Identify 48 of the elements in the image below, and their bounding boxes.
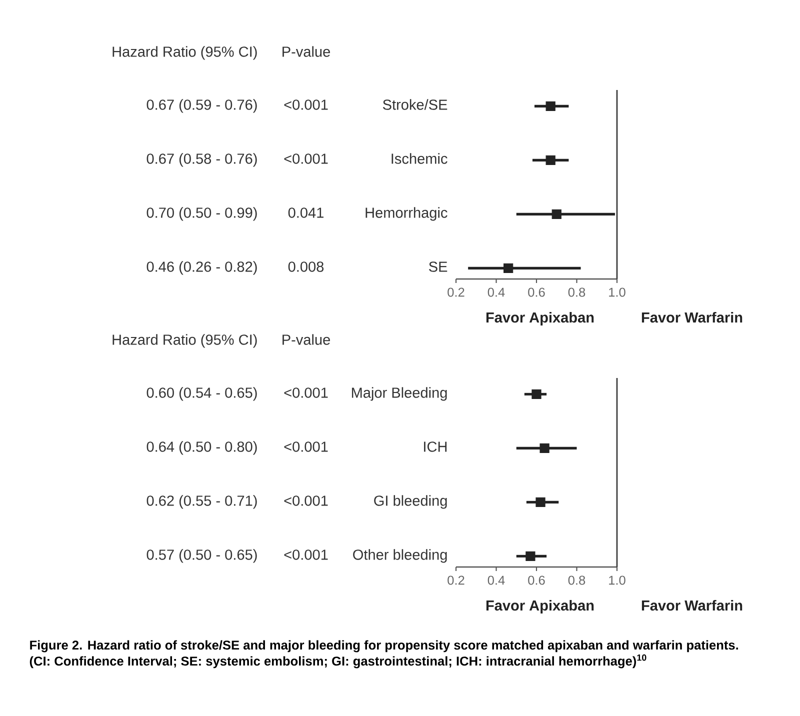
x-tick-label: 1.0	[609, 576, 626, 585]
text: Favor Apixaban	[486, 600, 594, 614]
text: Favor Apixaban	[486, 312, 594, 326]
y-tick-label: Stroke/SE	[382, 99, 448, 110]
y-tick-label: Ischemic	[392, 153, 448, 164]
x-tick-label: 0.2	[448, 576, 464, 585]
x-tick-label: 0.4	[488, 576, 505, 585]
y-tick-label: Hemorrhagic	[366, 207, 448, 221]
x-tick-label: 0.6	[528, 576, 545, 585]
text: <0.001	[284, 496, 328, 506]
text: (CI: Confidence Interval; SE: systemic embolism; GI: gastrointestinal; ICH: intracranial hemorrhage)$^{10}$	[30, 654, 646, 668]
caption: Figure 2. Hazard ratio of stroke/SE and major bleeding for propensity score matched apixaban and warfarin patients.	[30, 640, 738, 652]
point	[536, 497, 546, 507]
point	[532, 389, 542, 399]
data-label: 0.67 (0.59 - 0.76)	[146, 99, 257, 113]
x-tick-label: 0.8	[568, 288, 586, 297]
text: Favor Warfarin	[642, 600, 742, 611]
text: Hazard Ratio (95% CI)	[112, 334, 257, 348]
text: <0.001	[284, 154, 328, 164]
data-label: 0.64 (0.50 - 0.80)	[146, 441, 257, 455]
text: Hazard Ratio (95% CI)	[112, 46, 257, 60]
data-label: 0.67 (0.58 - 0.76)	[146, 153, 257, 167]
text: <0.001	[284, 100, 328, 110]
point	[526, 551, 536, 561]
data-label: 0.57 (0.50 - 0.65)	[146, 549, 257, 563]
x-tick-label: 0.6	[528, 288, 545, 297]
text: 0.041	[288, 208, 324, 218]
y-tick-label: Major Bleeding	[352, 387, 447, 401]
data-label: 0.60 (0.54 - 0.65)	[146, 387, 257, 401]
text: P-value	[282, 46, 330, 57]
text: P-value	[282, 334, 330, 345]
y-tick-label: SE	[429, 262, 448, 272]
text: <0.001	[284, 388, 328, 398]
text: 0.008	[288, 262, 324, 272]
text: <0.001	[284, 550, 328, 560]
y-tick-label: GI bleeding	[374, 495, 447, 509]
data-label: 0.46 (0.26 - 0.82)	[146, 261, 257, 275]
data-label: 0.62 (0.55 - 0.71)	[146, 495, 257, 509]
x-tick-label: 0.8	[568, 576, 586, 585]
x-tick-label: 0.4	[488, 288, 505, 297]
x-tick-label: 0.2	[448, 288, 464, 297]
point	[540, 443, 550, 453]
text: <0.001	[284, 442, 328, 452]
text: Favor Warfarin	[642, 312, 742, 323]
data-label: 0.70 (0.50 - 0.99)	[146, 207, 257, 221]
y-tick-label: ICH	[424, 442, 447, 452]
y-tick-label: Other bleeding	[353, 549, 447, 563]
x-tick-label: 1.0	[609, 288, 626, 297]
